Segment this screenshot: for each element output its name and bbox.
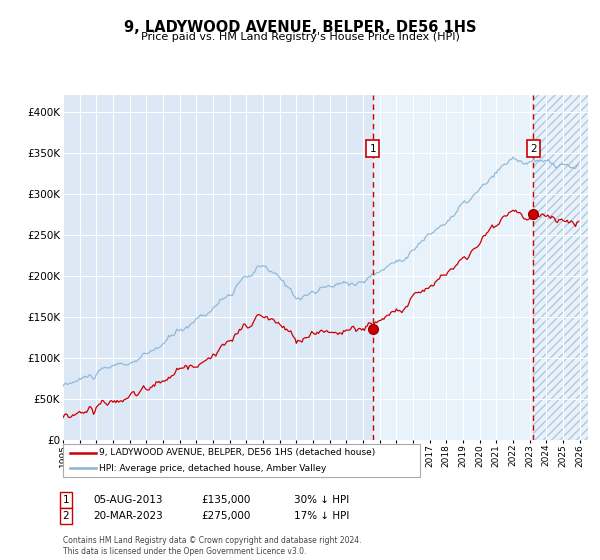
Text: 30% ↓ HPI: 30% ↓ HPI <box>294 495 349 505</box>
Text: 05-AUG-2013: 05-AUG-2013 <box>93 495 163 505</box>
Text: Price paid vs. HM Land Registry's House Price Index (HPI): Price paid vs. HM Land Registry's House … <box>140 32 460 43</box>
Bar <box>533 95 600 440</box>
Text: 1: 1 <box>370 143 376 153</box>
Text: 2: 2 <box>530 143 536 153</box>
Text: £275,000: £275,000 <box>201 511 250 521</box>
Text: 1: 1 <box>62 495 70 505</box>
Text: Contains HM Land Registry data © Crown copyright and database right 2024.
This d: Contains HM Land Registry data © Crown c… <box>63 536 361 556</box>
Text: 9, LADYWOOD AVENUE, BELPER, DE56 1HS: 9, LADYWOOD AVENUE, BELPER, DE56 1HS <box>124 20 476 35</box>
Text: 17% ↓ HPI: 17% ↓ HPI <box>294 511 349 521</box>
Text: 20-MAR-2023: 20-MAR-2023 <box>93 511 163 521</box>
Bar <box>533 95 600 440</box>
Text: 2: 2 <box>62 511 70 521</box>
Text: £135,000: £135,000 <box>201 495 250 505</box>
Bar <box>373 95 533 440</box>
Text: 9, LADYWOOD AVENUE, BELPER, DE56 1HS (detached house): 9, LADYWOOD AVENUE, BELPER, DE56 1HS (de… <box>99 449 375 458</box>
Text: HPI: Average price, detached house, Amber Valley: HPI: Average price, detached house, Ambe… <box>99 464 326 473</box>
